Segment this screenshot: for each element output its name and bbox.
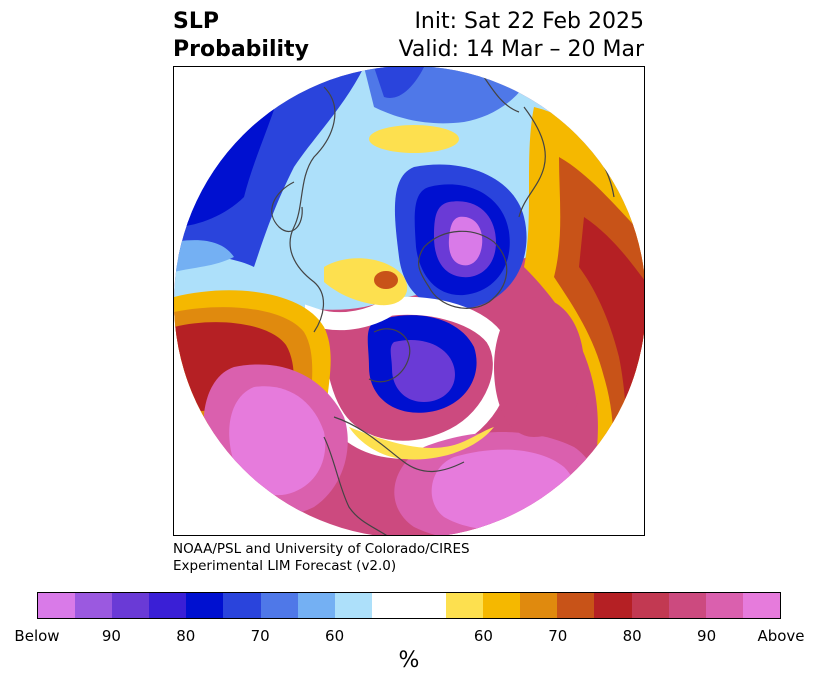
- colorbar: [37, 592, 781, 619]
- colorbar-tick-label: 90: [697, 627, 717, 645]
- colorbar-segment: [149, 593, 187, 618]
- colorbar-segment: [334, 593, 372, 618]
- colorbar-segment: [38, 593, 76, 618]
- colorbar-segment: [186, 593, 224, 618]
- credit: NOAA/PSL and University of Colorado/CIRE…: [173, 541, 470, 575]
- colorbar-tick-label: 90: [101, 627, 121, 645]
- colorbar-tick-label: 60: [473, 627, 493, 645]
- colorbar-tick-label: 80: [622, 627, 642, 645]
- colorbar-segment: [112, 593, 150, 618]
- valid-range: Valid: 14 Mar – 20 Mar: [398, 37, 644, 62]
- credit-line1: NOAA/PSL and University of Colorado/CIRE…: [173, 541, 470, 557]
- colorbar-segment: [631, 593, 669, 618]
- map-panel: [173, 66, 645, 536]
- colorbar-segment: [668, 593, 706, 618]
- colorbar-segment: [260, 593, 298, 618]
- colorbar-units: %: [398, 648, 420, 673]
- title-variable: SLP: [173, 9, 219, 34]
- colorbar-tick-label: Above: [757, 627, 805, 645]
- colorbar-tick-label: Below: [14, 627, 60, 645]
- colorbar-segment: [408, 593, 447, 618]
- polar-map: [174, 67, 644, 535]
- colorbar-tick-label: 80: [176, 627, 196, 645]
- title-left: SLP Probability: [173, 8, 309, 64]
- colorbar-segment: [520, 593, 558, 618]
- colorbar-segment: [371, 593, 409, 618]
- colorbar-segment: [297, 593, 335, 618]
- colorbar-segment: [446, 593, 484, 618]
- colorbar-segment: [742, 593, 780, 618]
- title-field: Probability: [173, 37, 309, 62]
- colorbar-segment: [705, 593, 743, 618]
- init-date: Init: Sat 22 Feb 2025: [414, 9, 644, 34]
- credit-line2: Experimental LIM Forecast (v2.0): [173, 558, 397, 574]
- colorbar-segment: [594, 593, 632, 618]
- colorbar-tick-label: 70: [548, 627, 568, 645]
- colorbar-segment: [557, 593, 595, 618]
- colorbar-segment: [75, 593, 113, 618]
- colorbar-tick-label: 70: [250, 627, 270, 645]
- colorbar-segment: [223, 593, 261, 618]
- colorbar-tick-label: 60: [325, 627, 345, 645]
- colorbar-segment: [483, 593, 521, 618]
- title-right: Init: Sat 22 Feb 2025 Valid: 14 Mar – 20…: [399, 8, 644, 64]
